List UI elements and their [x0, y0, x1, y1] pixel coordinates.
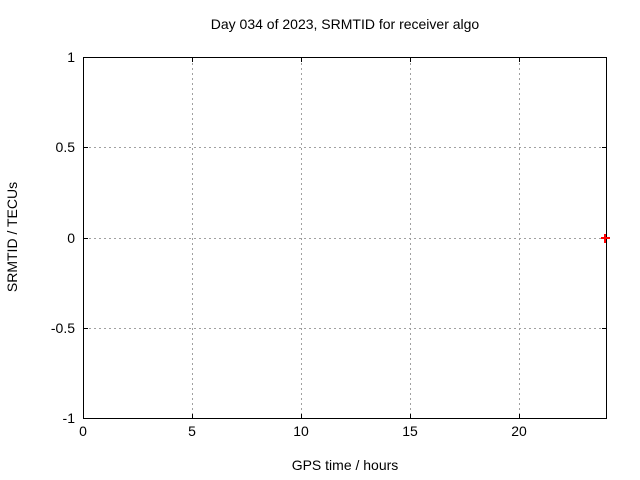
x-tick-label: 20 [511, 423, 527, 439]
y-gridline [84, 328, 606, 329]
plot-border [83, 57, 607, 419]
x-tick-label: 0 [79, 423, 87, 439]
y-tick-label: 1 [67, 49, 75, 65]
marker-vertical-arm [604, 234, 606, 243]
y-gridline [84, 238, 606, 239]
x-tick-label: 5 [188, 423, 196, 439]
y-tick-label: -0.5 [50, 320, 75, 336]
x-tick-mark [519, 414, 520, 418]
y-tick-mark [84, 147, 88, 148]
x-tick-label: 10 [293, 423, 309, 439]
chart-title: Day 034 of 2023, SRMTID for receiver alg… [210, 16, 480, 32]
y-tick-mark-right [602, 328, 606, 329]
x-tick-mark [301, 414, 302, 418]
x-tick-mark-top [519, 58, 520, 62]
y-tick-mark [84, 238, 88, 239]
x-tick-mark [410, 414, 411, 418]
y-tick-mark [84, 328, 88, 329]
x-tick-mark-top [410, 58, 411, 62]
x-tick-label: 15 [402, 423, 418, 439]
x-tick-mark [192, 414, 193, 418]
y-tick-label: 0 [67, 230, 75, 246]
x-tick-mark-top [301, 58, 302, 62]
y-tick-label: 0.5 [55, 139, 75, 155]
y-gridline [84, 147, 606, 148]
x-axis-label: GPS time / hours [291, 457, 399, 473]
x-tick-mark-top [192, 58, 193, 62]
y-tick-label: -1 [62, 410, 75, 426]
y-tick-mark-right [602, 147, 606, 148]
